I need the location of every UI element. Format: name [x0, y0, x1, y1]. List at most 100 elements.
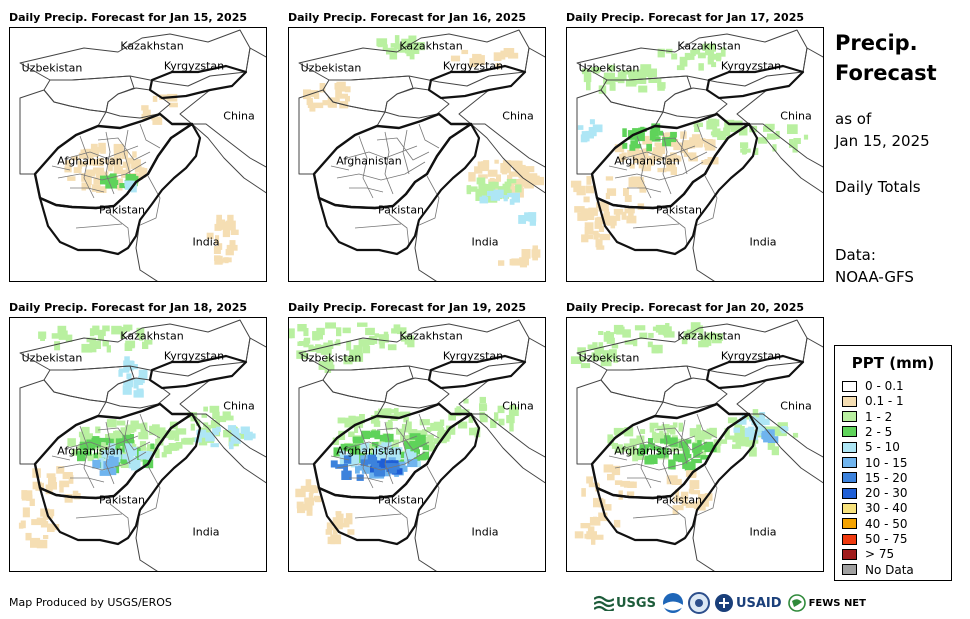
precip-cell: [598, 225, 604, 232]
pakistan-boundary: [38, 412, 202, 546]
precip-cell: [598, 331, 604, 335]
precip-cell: [18, 522, 24, 529]
map-label-kyrgyzstan: Kyrgyzstan: [442, 59, 504, 73]
precip-cell: [698, 63, 704, 71]
precip-cell: [370, 430, 381, 438]
precip-cell: [227, 214, 234, 225]
precip-cell: [340, 461, 345, 466]
precip-cell: [346, 340, 352, 351]
precip-cell: [102, 325, 110, 332]
legend-swatch: [842, 472, 857, 484]
panel-title-jan15: Daily Precip. Forecast for Jan 15, 2025: [9, 11, 248, 24]
precip-cell: [360, 443, 370, 453]
precip-cell: [611, 344, 619, 349]
precip-cell: [341, 522, 350, 528]
precip-cell: [704, 493, 713, 501]
precip-cell: [138, 331, 144, 341]
precip-cell: [40, 521, 49, 528]
legend-swatch: [842, 441, 857, 453]
precip-cell: [687, 501, 693, 508]
precip-cell: [209, 405, 220, 413]
province-boundary: [51, 455, 71, 461]
precip-cell: [606, 73, 615, 83]
precip-cell: [48, 482, 57, 490]
precip-cell: [603, 464, 614, 473]
precip-cell: [458, 409, 470, 415]
precip-cell: [339, 454, 348, 465]
precip-cell: [400, 411, 411, 417]
legend-item: 0 - 0.1: [842, 379, 904, 393]
precip-cell: [670, 167, 677, 175]
precip-cell: [529, 215, 536, 226]
precip-cell: [658, 130, 664, 136]
precip-cell: [627, 448, 635, 456]
precip-cell: [638, 127, 647, 132]
precip-cell: [402, 423, 411, 433]
precip-cell: [386, 421, 393, 431]
precip-cell: [704, 159, 712, 165]
precip-cell: [697, 450, 707, 457]
precip-cell: [586, 176, 592, 185]
precip-cell: [662, 133, 668, 140]
precip-cell: [657, 425, 667, 431]
precip-cell: [672, 155, 680, 162]
precip-cell: [212, 428, 219, 436]
precip-cell: [509, 421, 514, 432]
precip-cell: [332, 437, 339, 445]
precip-cell: [614, 480, 623, 485]
precip-cell: [604, 504, 612, 511]
precip-cell: [700, 455, 709, 460]
precip-cell: [584, 209, 591, 216]
map-label-china: China: [223, 399, 255, 413]
precip-cell: [138, 432, 149, 440]
precip-cell: [118, 368, 130, 373]
precip-cell: [623, 188, 629, 196]
precip-cell: [622, 142, 628, 149]
precip-cell: [494, 159, 499, 164]
precip-cell: [303, 337, 311, 344]
map-svg: [570, 29, 823, 281]
precip-cell: [748, 447, 757, 457]
precip-cell: [140, 375, 145, 384]
precip-cell: [694, 325, 703, 333]
province-boundary: [139, 413, 161, 439]
precip-cell: [22, 507, 30, 518]
province-boundary: [608, 455, 628, 461]
province-boundary: [105, 421, 115, 485]
legend-label: 5 - 10: [865, 440, 900, 455]
precip-cell: [458, 421, 468, 429]
precip-cell: [58, 330, 68, 340]
precip-cell: [319, 83, 326, 93]
precip-cell: [503, 48, 515, 58]
precip-cell: [229, 240, 236, 249]
precip-cell: [767, 436, 779, 443]
precip-cell: [624, 208, 635, 214]
precip-cell: [347, 529, 355, 535]
precip-cell: [215, 415, 227, 423]
precip-cell: [586, 476, 594, 484]
precip-cell: [644, 455, 652, 465]
legend-swatch: [842, 380, 857, 392]
precip-cell: [361, 468, 372, 474]
precip-cell: [417, 42, 425, 51]
precip-cell: [489, 178, 495, 184]
precip-cell: [64, 494, 73, 503]
precip-cell: [98, 458, 105, 463]
precip-cell: [481, 195, 487, 202]
precip-cell: [336, 81, 346, 92]
precip-cell: [385, 450, 395, 460]
precip-cell: [689, 480, 700, 489]
precip-cell: [602, 350, 610, 358]
precip-cell: [583, 196, 590, 203]
precip-cell: [637, 152, 649, 161]
precip-cell: [639, 446, 646, 453]
precip-cell: [655, 145, 666, 155]
precip-cell: [469, 58, 477, 68]
precip-cell: [397, 327, 407, 335]
province-boundary: [97, 137, 151, 161]
precip-cell: [394, 45, 399, 50]
precip-cell: [416, 442, 428, 448]
precip-cell: [673, 446, 680, 451]
precip-cell: [659, 434, 665, 443]
precip-cell: [118, 166, 123, 174]
